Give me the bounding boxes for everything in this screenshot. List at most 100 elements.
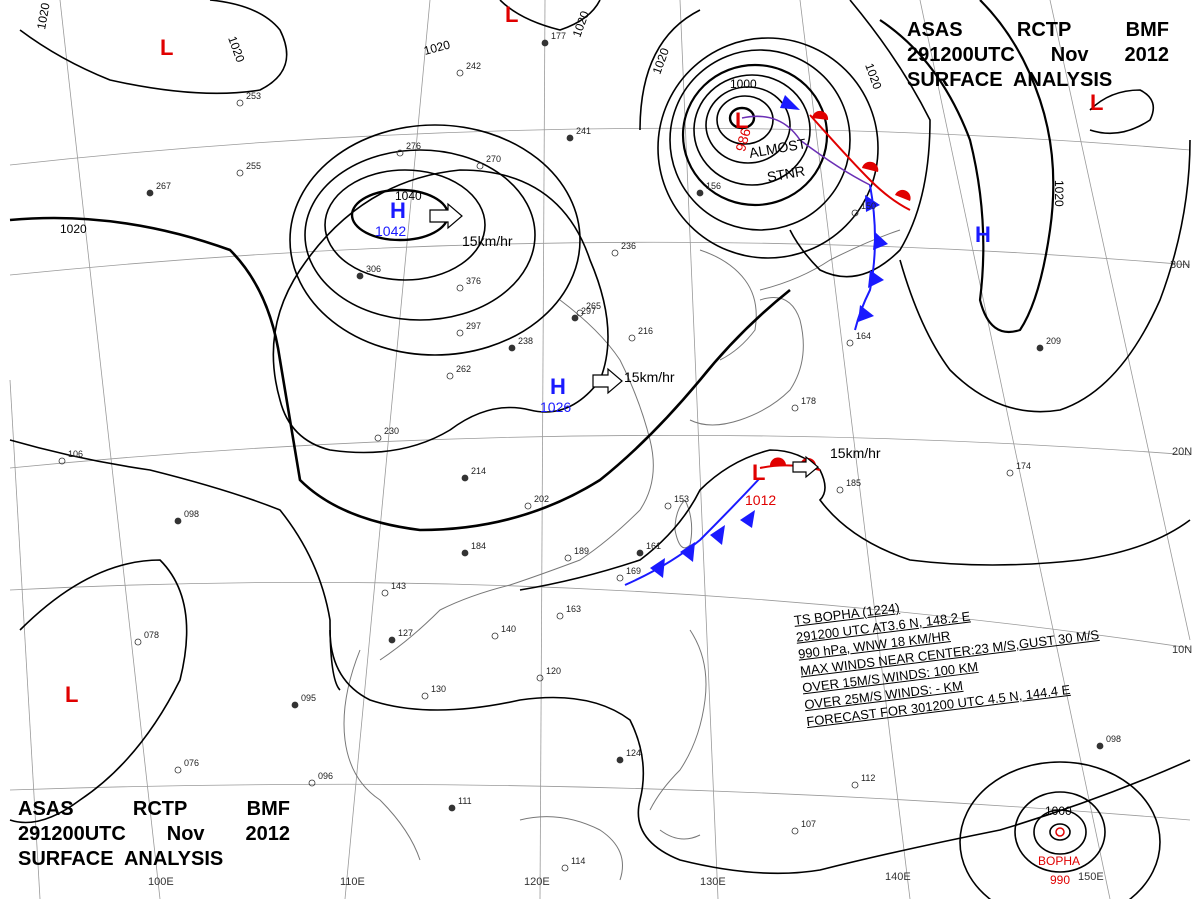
lat-40n [9, 127, 1191, 166]
station-marker [611, 249, 619, 257]
station-pressure: 107 [801, 819, 816, 829]
station-pressure: 265 [586, 301, 601, 311]
coastlines [343, 229, 901, 881]
station-pressure: 164 [856, 331, 871, 341]
station-pressure: 076 [184, 758, 199, 768]
station-pressure: 095 [301, 693, 316, 703]
isobar-1012-tw [519, 449, 1191, 591]
title-time: 291200UTC [18, 823, 126, 845]
title-month: Nov [1050, 44, 1089, 66]
front-semicircle [895, 189, 911, 201]
coast-taiwan [674, 499, 693, 549]
isobar-typhoon-1008 [959, 761, 1161, 899]
station-pressure: 140 [501, 624, 516, 634]
isobar-1020-left [19, 0, 288, 95]
lon-130e [679, 0, 719, 899]
front-triangle [873, 232, 888, 250]
station-pressure: 169 [626, 566, 641, 576]
station-marker [791, 404, 799, 412]
front-triangle [710, 525, 725, 545]
isobar-1016-mid [9, 439, 341, 691]
station-pressure: 161 [646, 541, 661, 551]
station-marker [491, 632, 499, 640]
station-pressure: 130 [431, 684, 446, 694]
station-pressure: 236 [621, 241, 636, 251]
isobar-label: 1020 [422, 37, 452, 58]
station-marker [374, 434, 382, 442]
station-pressure: 098 [184, 509, 199, 519]
front-triangle [780, 95, 800, 110]
lat-10n [9, 581, 1191, 649]
title-month: Nov [166, 823, 205, 845]
station-pressure: 163 [566, 604, 581, 614]
isobar-siberian-high-1028 [289, 124, 581, 356]
station-marker [421, 692, 429, 700]
front-triangle [858, 305, 874, 322]
title-center: ASAS [907, 19, 963, 41]
station-marker [396, 149, 404, 157]
station-pressure: 096 [318, 771, 333, 781]
title-time: 291200UTC [907, 44, 1015, 66]
coast-philippines [649, 629, 707, 840]
lat-label: 10N [1172, 644, 1192, 656]
lon-label: 100E [148, 876, 174, 888]
station-marker [461, 549, 469, 557]
lon-150e [919, 0, 1111, 899]
station-pressure: 376 [466, 276, 481, 286]
title-row-2: 291200UTC Nov 2012 [907, 43, 1169, 68]
title-source: RCTP [132, 798, 188, 820]
station-marker [291, 701, 299, 709]
station-marker [456, 284, 464, 292]
low-center-taiwan: L [752, 460, 765, 485]
station-pressure: 253 [246, 91, 261, 101]
movement-speed: 15km/hr [830, 445, 881, 461]
front-triangle [680, 542, 695, 562]
isobar-label: 1020 [60, 222, 87, 236]
station-marker [851, 209, 859, 217]
low-center-nw: L [160, 35, 173, 60]
title-block-top-right: ASAS RCTP BMF 291200UTC Nov 2012 SURFACE… [907, 18, 1169, 93]
station-pressure: 262 [456, 364, 471, 374]
station-marker [356, 272, 364, 280]
station-marker [58, 457, 66, 465]
station-marker [456, 69, 464, 77]
station-pressure: 112 [861, 773, 875, 783]
title-year: 2012 [245, 823, 290, 845]
isobar-typhoon-1000 [1033, 809, 1087, 855]
station-pressure: 177 [551, 31, 566, 41]
front-semicircle [769, 457, 786, 466]
isobar-low-986 [728, 106, 756, 130]
lon-label: 110E [340, 876, 365, 888]
lon-label: 140E [885, 871, 911, 883]
station-pressure: 143 [391, 581, 406, 591]
low-center-top: L [505, 2, 518, 27]
station-marker [524, 502, 532, 510]
isobar-1008-ne [1089, 89, 1155, 135]
station-pressure: 189 [574, 546, 589, 556]
high-center-value: 1042 [375, 223, 406, 239]
isobar-1024-east [899, 139, 1191, 413]
lon-160e [1049, 0, 1191, 641]
front-triangle [740, 510, 755, 528]
station-pressure: 242 [466, 61, 481, 71]
station-marker [536, 674, 544, 682]
movement-arrow [592, 367, 623, 395]
station-marker [561, 864, 569, 872]
station-pressure: 297 [581, 306, 596, 316]
station-marker [541, 39, 549, 47]
station-marker [134, 638, 142, 646]
station-marker [461, 474, 469, 482]
station-marker [236, 99, 244, 107]
station-marker [616, 756, 624, 764]
station-pressure: 241 [576, 126, 591, 136]
station-pressure: 276 [406, 141, 421, 151]
coast-indochina [343, 649, 421, 861]
isobar-typhoon-1004 [1014, 791, 1106, 873]
isobar-1016-north-pacific [639, 0, 931, 278]
occluded-front [741, 115, 871, 186]
station-marker [564, 554, 572, 562]
station-pressure: 127 [398, 628, 413, 638]
movement-arrow [429, 202, 463, 230]
station-marker [476, 162, 484, 170]
